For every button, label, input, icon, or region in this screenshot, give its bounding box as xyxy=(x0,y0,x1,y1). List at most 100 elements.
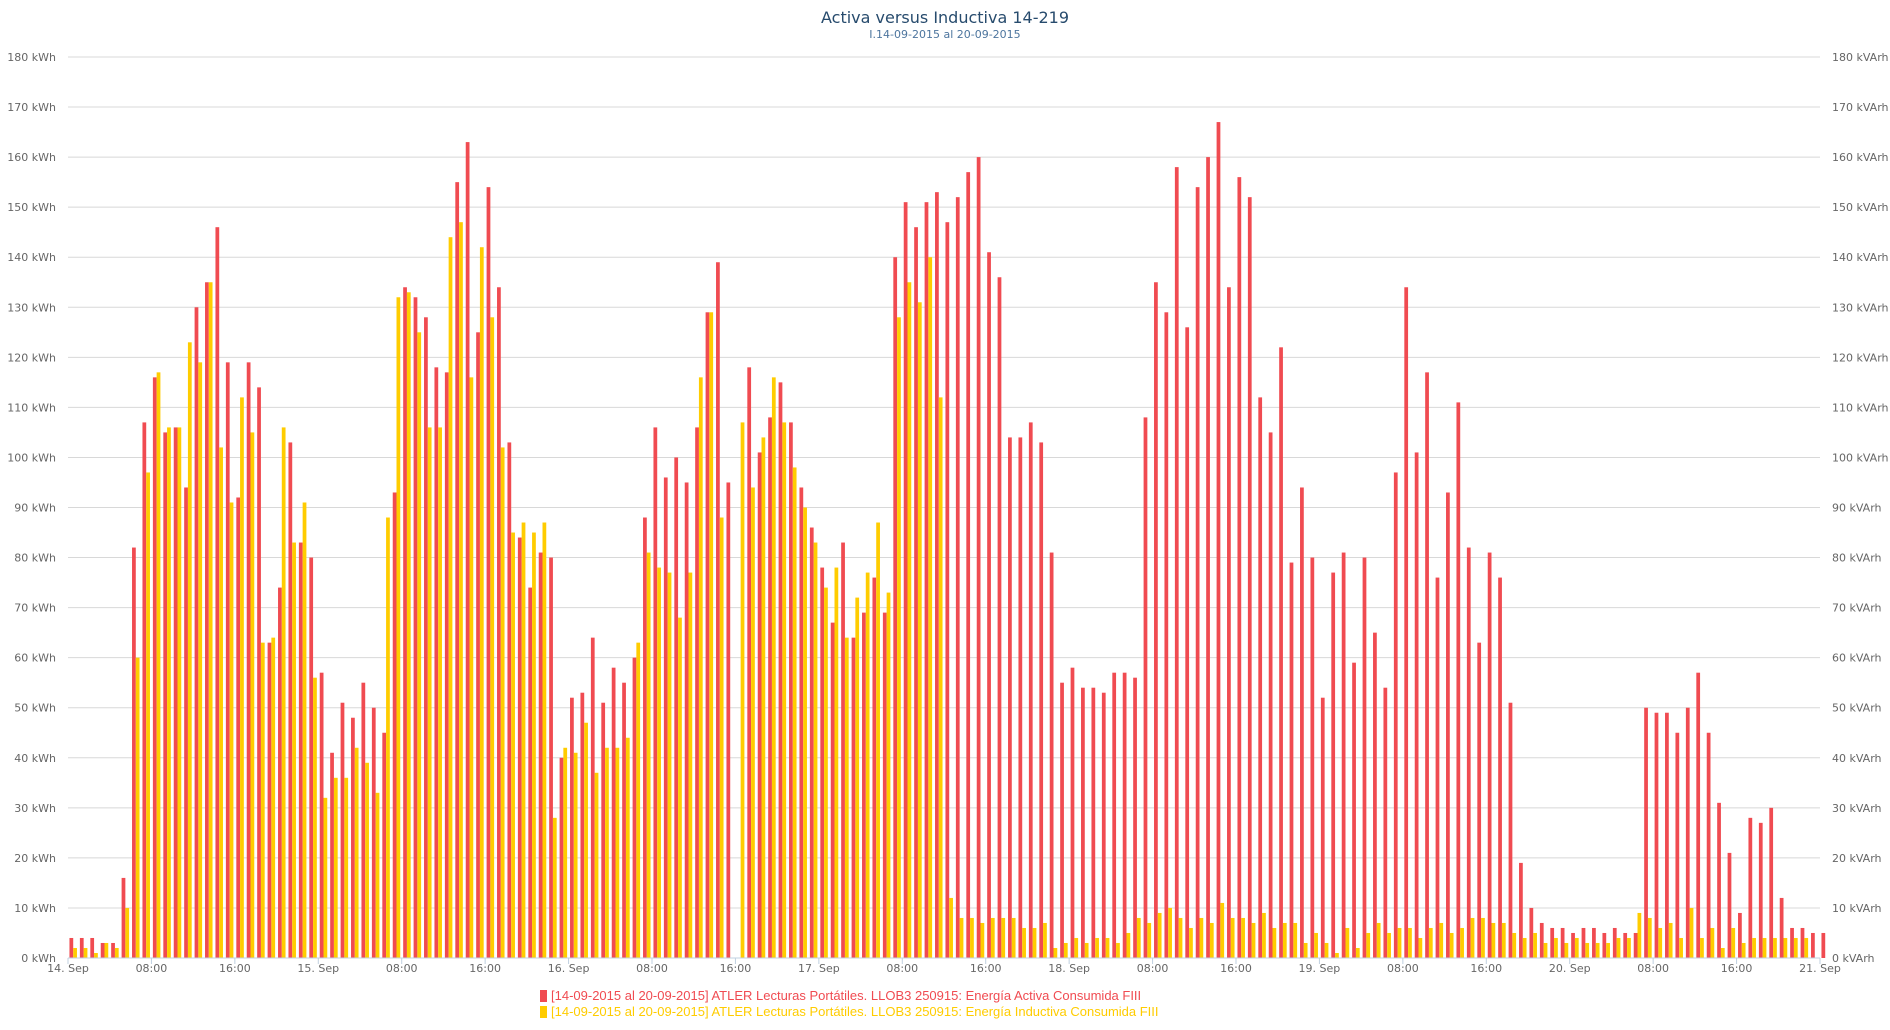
bar-active[interactable] xyxy=(1811,932,1815,958)
bar-active[interactable] xyxy=(1039,442,1044,959)
bar-inductive[interactable] xyxy=(386,517,390,958)
bar-active[interactable] xyxy=(1143,417,1148,958)
bar-inductive[interactable] xyxy=(740,422,745,959)
bar-active[interactable] xyxy=(1498,577,1502,958)
bar-inductive[interactable] xyxy=(1022,927,1026,958)
bar-inductive[interactable] xyxy=(1522,937,1527,958)
bar-active[interactable] xyxy=(945,222,950,958)
bar-active[interactable] xyxy=(1685,707,1690,958)
bar-inductive[interactable] xyxy=(1063,942,1068,958)
bar-inductive[interactable] xyxy=(219,447,223,958)
bar-inductive[interactable] xyxy=(1700,937,1704,958)
bar-inductive[interactable] xyxy=(1533,932,1537,958)
bar-inductive[interactable] xyxy=(1001,917,1006,958)
bar-inductive[interactable] xyxy=(573,752,578,958)
bar-active[interactable] xyxy=(132,547,136,958)
bar-active[interactable] xyxy=(830,622,835,958)
bar-active[interactable] xyxy=(194,307,199,958)
bar-inductive[interactable] xyxy=(636,642,641,958)
bar-active[interactable] xyxy=(809,527,814,958)
bar-inductive[interactable] xyxy=(1710,927,1715,958)
bar-inductive[interactable] xyxy=(1262,912,1266,958)
bar-active[interactable] xyxy=(424,317,428,958)
bar-active[interactable] xyxy=(476,332,480,958)
bar-inductive[interactable] xyxy=(771,377,776,958)
bar-inductive[interactable] xyxy=(1032,927,1037,958)
bar-active[interactable] xyxy=(966,172,971,958)
bar-inductive[interactable] xyxy=(146,472,150,958)
bar-inductive[interactable] xyxy=(1574,937,1579,958)
bar-active[interactable] xyxy=(1164,312,1169,958)
bar-inductive[interactable] xyxy=(1470,917,1475,958)
bar-inductive[interactable] xyxy=(1627,937,1631,958)
bar-active[interactable] xyxy=(1300,487,1304,958)
bar-active[interactable] xyxy=(1404,287,1409,958)
bar-active[interactable] xyxy=(1341,552,1346,958)
bar-active[interactable] xyxy=(1717,802,1721,958)
bar-active[interactable] xyxy=(1779,897,1784,958)
bar-inductive[interactable] xyxy=(1074,937,1079,958)
bar-active[interactable] xyxy=(1706,732,1711,958)
bar-active[interactable] xyxy=(225,362,230,959)
bar-inductive[interactable] xyxy=(646,552,651,958)
bar-active[interactable] xyxy=(455,182,460,958)
bar-active[interactable] xyxy=(1425,372,1429,959)
bar-active[interactable] xyxy=(392,492,397,958)
bar-inductive[interactable] xyxy=(938,397,943,958)
bar-inductive[interactable] xyxy=(1136,917,1141,958)
bar-active[interactable] xyxy=(1769,807,1774,958)
bar-inductive[interactable] xyxy=(1387,932,1391,958)
bar-inductive[interactable] xyxy=(1689,907,1694,958)
bar-active[interactable] xyxy=(1800,927,1805,958)
bar-active[interactable] xyxy=(1018,437,1023,958)
bar-inductive[interactable] xyxy=(834,567,839,958)
bar-active[interactable] xyxy=(1696,672,1701,958)
bar-active[interactable] xyxy=(622,682,626,958)
bar-active[interactable] xyxy=(1456,402,1461,959)
bar-active[interactable] xyxy=(90,937,95,958)
bar-inductive[interactable] xyxy=(1616,937,1621,958)
bar-active[interactable] xyxy=(69,937,74,958)
bar-active[interactable] xyxy=(278,587,282,958)
bar-inductive[interactable] xyxy=(302,502,307,958)
bar-inductive[interactable] xyxy=(281,427,286,958)
bar-active[interactable] xyxy=(1612,927,1617,958)
bar-inductive[interactable] xyxy=(1679,937,1683,958)
bar-inductive[interactable] xyxy=(1501,922,1506,958)
bar-inductive[interactable] xyxy=(1439,922,1444,958)
bar-active[interactable] xyxy=(1560,927,1565,958)
bar-inductive[interactable] xyxy=(1126,932,1131,958)
bar-active[interactable] xyxy=(1247,197,1252,959)
bar-inductive[interactable] xyxy=(187,342,192,959)
bar-inductive[interactable] xyxy=(1606,942,1610,958)
bar-inductive[interactable] xyxy=(469,377,474,958)
bar-active[interactable] xyxy=(517,537,522,958)
bar-active[interactable] xyxy=(1122,672,1127,958)
bar-inductive[interactable] xyxy=(1741,942,1746,958)
bar-active[interactable] xyxy=(580,692,585,958)
bar-inductive[interactable] xyxy=(1783,937,1788,958)
bar-active[interactable] xyxy=(267,642,272,958)
bar-inductive[interactable] xyxy=(94,952,98,958)
bar-inductive[interactable] xyxy=(990,917,995,958)
bar-inductive[interactable] xyxy=(511,532,515,958)
bar-active[interactable] xyxy=(1633,932,1638,958)
bar-active[interactable] xyxy=(486,187,491,959)
bar-active[interactable] xyxy=(716,262,720,958)
bar-active[interactable] xyxy=(444,372,449,959)
bar-inductive[interactable] xyxy=(375,792,380,958)
bar-active[interactable] xyxy=(340,702,345,958)
bar-inductive[interactable] xyxy=(615,747,620,958)
bar-inductive[interactable] xyxy=(1491,922,1496,958)
bar-active[interactable] xyxy=(747,367,752,958)
bar-active[interactable] xyxy=(142,422,147,959)
bar-active[interactable] xyxy=(528,587,533,958)
bar-inductive[interactable] xyxy=(1408,927,1412,958)
bar-inductive[interactable] xyxy=(1595,942,1600,958)
bar-active[interactable] xyxy=(1644,707,1648,958)
bar-inductive[interactable] xyxy=(1428,927,1433,958)
bar-active[interactable] xyxy=(1206,157,1210,959)
bar-active[interactable] xyxy=(1195,187,1200,959)
bar-inductive[interactable] xyxy=(1731,927,1736,958)
bar-inductive[interactable] xyxy=(344,777,349,958)
